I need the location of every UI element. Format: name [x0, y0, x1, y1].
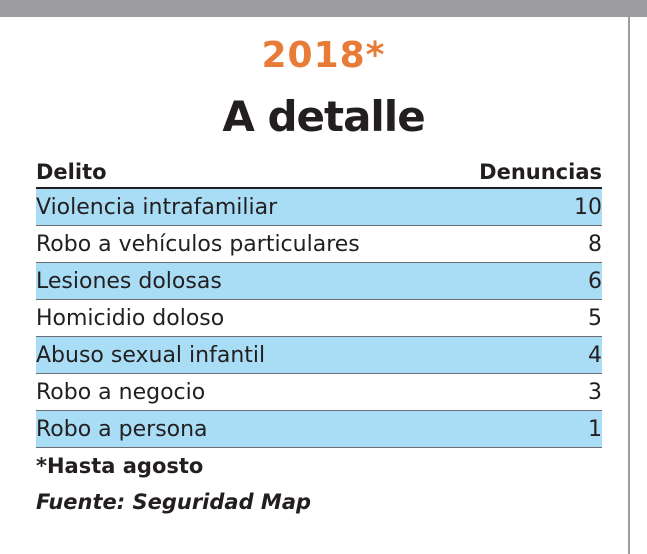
table-row: Robo a negocio 3	[36, 374, 602, 411]
footnote: *Hasta agosto	[36, 454, 204, 478]
row-label: Homicidio doloso	[36, 306, 225, 331]
row-value: 10	[574, 195, 602, 220]
column-header-delito: Delito	[36, 160, 107, 184]
row-value: 3	[588, 380, 602, 405]
table-row: Violencia intrafamiliar 10	[36, 189, 602, 226]
row-value: 6	[588, 269, 602, 294]
row-label: Robo a persona	[36, 417, 208, 442]
row-label: Robo a vehículos particulares	[36, 232, 360, 257]
chart-title: A detalle	[222, 92, 425, 141]
column-header-denuncias: Denuncias	[479, 160, 602, 184]
data-table: Delito Denuncias Violencia intrafamiliar…	[36, 155, 602, 448]
right-border	[628, 17, 630, 554]
year-label: 2018*	[261, 35, 386, 76]
row-label: Abuso sexual infantil	[36, 343, 266, 368]
top-bar	[0, 0, 647, 17]
row-value: 5	[588, 306, 602, 331]
table-row: Lesiones dolosas 6	[36, 263, 602, 300]
table-row: Robo a persona 1	[36, 411, 602, 448]
row-label: Lesiones dolosas	[36, 269, 222, 294]
row-label: Violencia intrafamiliar	[36, 195, 278, 220]
row-value: 4	[588, 343, 602, 368]
table-row: Abuso sexual infantil 4	[36, 337, 602, 374]
table-body: Violencia intrafamiliar 10 Robo a vehículo…	[36, 189, 602, 448]
table-row: Robo a vehículos particulares 8	[36, 226, 602, 263]
row-value: 1	[588, 417, 602, 442]
table-header: Delito Denuncias	[36, 155, 602, 189]
row-value: 8	[588, 232, 602, 257]
row-label: Robo a negocio	[36, 380, 206, 405]
source-note: Fuente: Seguridad Map	[36, 490, 312, 514]
table-row: Homicidio doloso 5	[36, 300, 602, 337]
